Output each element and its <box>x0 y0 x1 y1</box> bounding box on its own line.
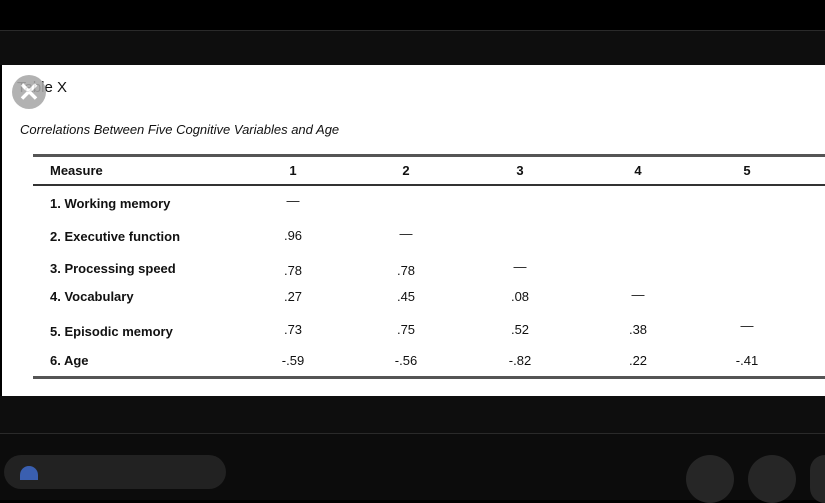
action-button[interactable] <box>810 455 825 503</box>
column-header-4: 4 <box>634 163 642 178</box>
table-cell: — <box>399 226 413 241</box>
bottom-band <box>0 396 825 434</box>
table-image-card <box>2 65 825 396</box>
action-button[interactable] <box>686 455 734 503</box>
table-cell: — <box>286 193 300 208</box>
table-cell: — <box>740 318 754 333</box>
action-button[interactable] <box>748 455 796 503</box>
table-header-rule <box>33 184 825 186</box>
table-cell: .75 <box>396 322 416 337</box>
table-cell: -.41 <box>735 353 759 368</box>
row-label-working-memory: 1. Working memory <box>50 196 171 211</box>
bottom-divider <box>0 433 825 434</box>
table-cell: — <box>513 259 527 274</box>
column-header-5: 5 <box>743 163 751 178</box>
table-cell: -.59 <box>281 353 305 368</box>
table-cell: — <box>631 287 645 302</box>
column-header-2: 2 <box>402 163 410 178</box>
row-label-vocabulary: 4. Vocabulary <box>50 289 134 304</box>
table-cell: .52 <box>510 322 530 337</box>
column-header-3: 3 <box>516 163 524 178</box>
row-label-processing-speed: 3. Processing speed <box>50 261 176 276</box>
table-cell: .96 <box>283 228 303 243</box>
row-label-age: 6. Age <box>50 353 89 368</box>
column-header-measure: Measure <box>50 163 103 178</box>
table-cell: -.56 <box>394 353 418 368</box>
column-header-1: 1 <box>289 163 297 178</box>
table-cell: .78 <box>396 263 416 278</box>
top-bar <box>0 0 825 30</box>
table-cell: .45 <box>396 289 416 304</box>
table-bottom-rule <box>33 376 825 379</box>
row-label-executive-function: 2. Executive function <box>50 229 181 244</box>
table-cell: .27 <box>283 289 303 304</box>
message-input-pill[interactable] <box>4 455 226 489</box>
table-cell: .73 <box>283 322 303 337</box>
table-top-rule <box>33 154 825 157</box>
top-divider <box>0 30 825 31</box>
top-band <box>0 31 825 65</box>
table-cell: -.82 <box>508 353 532 368</box>
input-accent-icon <box>20 466 38 480</box>
table-caption: Correlations Between Five Cognitive Vari… <box>20 122 340 137</box>
table-cell: .38 <box>628 322 648 337</box>
table-cell: .22 <box>628 353 648 368</box>
table-cell: .08 <box>510 289 530 304</box>
table-cell: .78 <box>283 263 303 278</box>
row-label-episodic-memory: 5. Episodic memory <box>50 324 173 339</box>
close-icon[interactable]: ✕ <box>12 75 46 109</box>
